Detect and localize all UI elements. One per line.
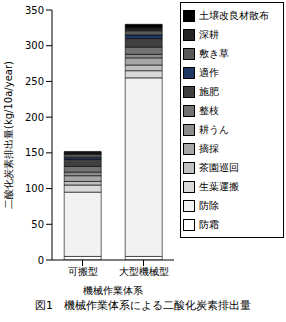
html-text:施肥: 施肥 <box>199 85 219 97</box>
svg-text:300: 300 <box>25 40 44 51</box>
svg-text:二酸化炭素排出量(kg/10a/year): 二酸化炭素排出量(kg/10a/year) <box>8 61 14 209</box>
html-text:適作: 適作 <box>199 66 219 78</box>
svg-text:50: 50 <box>31 219 44 230</box>
svg-text:100: 100 <box>25 183 44 194</box>
html-text:摘採: 摘採 <box>199 142 219 154</box>
svg-text:150: 150 <box>25 147 44 158</box>
html-text:防除: 防除 <box>199 199 219 211</box>
html-text:耕うん: 耕うん <box>199 123 229 135</box>
html-text:整枝: 整枝 <box>199 104 219 116</box>
html-text:土壌改良材散布: 土壌改良材散布 <box>199 9 269 21</box>
svg-text:350: 350 <box>25 5 44 16</box>
html-text:敷き草: 敷き草 <box>199 47 229 59</box>
svg-text:0: 0 <box>38 255 44 266</box>
html-text:生葉運搬: 生葉運搬 <box>199 180 239 192</box>
svg-text:大型機械型: 大型機械型 <box>119 266 169 277</box>
svg-text:200: 200 <box>25 112 44 123</box>
html-text:防霜: 防霜 <box>199 218 219 230</box>
html-text:深耕: 深耕 <box>199 28 219 40</box>
html-text:茶園巡回: 茶園巡回 <box>199 161 239 173</box>
svg-text:機械作業体系: 機械作業体系 <box>83 285 143 296</box>
html-text:図1 機械作業体系による二酸化炭素排出量: 図1 機械作業体系による二酸化炭素排出量 <box>35 299 251 312</box>
svg-text:可搬型: 可搬型 <box>68 266 98 277</box>
svg-text:250: 250 <box>25 76 44 87</box>
